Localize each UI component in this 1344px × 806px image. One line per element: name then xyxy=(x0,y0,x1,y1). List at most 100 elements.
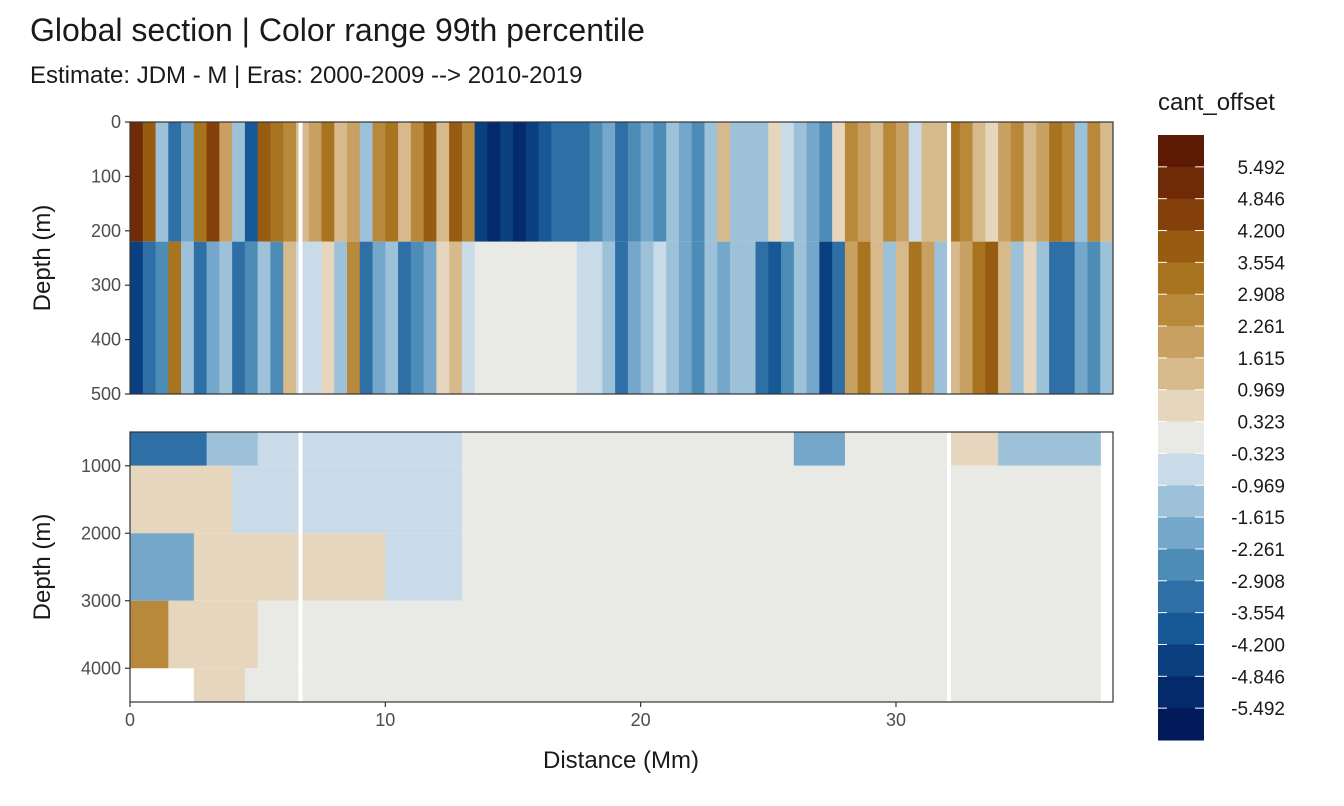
cell-upper-shallow xyxy=(398,122,412,242)
cell-upper-shallow xyxy=(1049,122,1063,242)
cell-upper-shallow xyxy=(730,122,744,242)
cell-upper-deep xyxy=(870,241,884,394)
cell-upper-deep xyxy=(347,241,361,394)
cell-upper-deep xyxy=(538,241,552,394)
cell-upper-shallow xyxy=(461,122,476,242)
cell-upper-shallow xyxy=(219,122,233,242)
cell-upper-shallow xyxy=(168,122,182,242)
y-tick-label-upper: 0 xyxy=(111,112,121,132)
cell-upper-shallow xyxy=(1074,122,1089,242)
cell-upper-deep xyxy=(768,241,782,394)
cell-upper-deep xyxy=(206,241,220,394)
cell-lower xyxy=(130,432,208,466)
legend-title: cant_offset xyxy=(1158,89,1275,116)
cell-upper-deep xyxy=(193,241,208,394)
cell-upper-deep xyxy=(1023,241,1038,394)
cell-upper-shallow xyxy=(627,122,642,242)
cell-upper-shallow xyxy=(717,122,731,242)
cell-upper-shallow xyxy=(359,122,374,242)
cell-upper-deep xyxy=(934,241,948,394)
cell-upper-deep xyxy=(257,241,272,394)
cell-upper-deep xyxy=(819,241,833,394)
cell-upper-shallow xyxy=(934,122,948,242)
legend-label: -4.200 xyxy=(1231,635,1285,656)
cell-lower xyxy=(193,533,386,601)
cell-upper-shallow xyxy=(551,122,565,242)
cell-lower xyxy=(168,600,259,669)
cell-upper-shallow xyxy=(1010,122,1025,242)
legend-swatch xyxy=(1158,357,1204,391)
cell-upper-shallow xyxy=(704,122,718,242)
cell-upper-shallow xyxy=(410,122,425,242)
x-tick-label: 30 xyxy=(886,710,906,730)
cell-upper-deep xyxy=(423,241,437,394)
cell-upper-deep xyxy=(181,241,195,394)
cell-upper-shallow xyxy=(295,122,310,242)
legend-label: 0.969 xyxy=(1237,381,1285,402)
legend-label: 4.200 xyxy=(1237,222,1285,243)
legend-label: 2.908 xyxy=(1237,285,1285,306)
cell-upper-shallow xyxy=(181,122,195,242)
legend-label: 5.492 xyxy=(1237,158,1285,179)
cell-lower xyxy=(244,668,1101,702)
cell-upper-deep xyxy=(985,241,999,394)
legend-label: 2.261 xyxy=(1237,317,1285,338)
cell-upper-shallow xyxy=(602,122,616,242)
cell-upper-deep xyxy=(168,241,182,394)
cell-upper-deep xyxy=(283,241,297,394)
y-tick-label-lower: 2000 xyxy=(81,523,121,543)
cell-lower xyxy=(193,668,246,702)
cell-upper-deep xyxy=(219,241,233,394)
cell-upper-deep xyxy=(730,241,744,394)
cell-upper-deep xyxy=(1036,241,1050,394)
cell-upper-shallow xyxy=(781,122,795,242)
cell-upper-deep xyxy=(589,241,603,394)
cell-upper-deep xyxy=(1010,241,1025,394)
cell-upper-deep xyxy=(1074,241,1089,394)
cell-upper-deep xyxy=(130,241,144,394)
cell-upper-deep xyxy=(461,241,476,394)
cell-upper-shallow xyxy=(1036,122,1050,242)
cell-upper-deep xyxy=(1061,241,1076,394)
y-tick-label-upper: 500 xyxy=(91,384,121,404)
cell-upper-shallow xyxy=(844,122,859,242)
legend-swatch xyxy=(1158,548,1204,582)
cell-upper-shallow xyxy=(615,122,629,242)
legend-swatch xyxy=(1158,166,1204,200)
cell-upper-shallow xyxy=(691,122,706,242)
cell-upper-shallow xyxy=(155,122,169,242)
cell-upper-shallow xyxy=(1023,122,1038,242)
x-tick-label: 10 xyxy=(375,710,395,730)
cell-lower xyxy=(461,432,795,466)
legend-label: 0.323 xyxy=(1237,413,1285,434)
lower-panel xyxy=(130,432,1113,702)
y-tick-label-lower: 3000 xyxy=(81,591,121,611)
cell-upper-deep xyxy=(793,241,808,394)
cell-lower xyxy=(947,432,999,466)
cell-upper-shallow xyxy=(232,122,246,242)
legend-swatch xyxy=(1158,580,1204,614)
cell-lower xyxy=(793,432,846,466)
cell-upper-deep xyxy=(806,241,820,394)
cell-upper-shallow xyxy=(576,122,591,242)
cell-upper-deep xyxy=(640,241,655,394)
cell-upper-deep xyxy=(972,241,986,394)
legend-label: 3.554 xyxy=(1237,253,1285,274)
cell-upper-shallow xyxy=(806,122,820,242)
legend-label: -5.492 xyxy=(1231,699,1285,720)
cell-upper-shallow xyxy=(244,122,259,242)
cell-upper-shallow xyxy=(449,122,463,242)
cell-upper-deep xyxy=(500,241,514,394)
legend-swatch xyxy=(1158,612,1204,645)
cell-upper-deep xyxy=(755,241,769,394)
cell-upper-shallow xyxy=(908,122,923,242)
cell-upper-shallow xyxy=(564,122,578,242)
x-tick-label: 20 xyxy=(631,710,651,730)
cell-lower xyxy=(844,432,948,466)
x-axis-title: Distance (Mm) xyxy=(543,747,699,774)
cell-upper-shallow xyxy=(678,122,693,242)
cell-upper-shallow xyxy=(142,122,157,242)
cell-upper-deep xyxy=(321,241,335,394)
missing-column xyxy=(947,432,952,702)
legend-label: -0.323 xyxy=(1231,444,1285,465)
